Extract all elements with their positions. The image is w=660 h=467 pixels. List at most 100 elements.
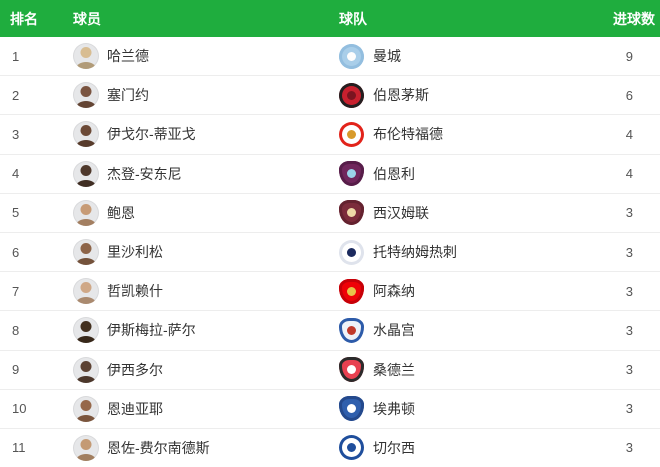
player-avatar-icon [73,395,99,422]
goals-value: 3 [625,205,633,221]
team-cell: 西汉姆联 [337,200,572,226]
team-cell: 埃弗顿 [337,396,572,422]
team-name: 伯恩茅斯 [373,87,429,104]
team-name: 西汉姆联 [373,204,429,221]
team-cell: 阿森纳 [337,278,572,304]
team-name: 布伦特福德 [373,126,443,143]
player-cell: 里沙利松 [62,239,337,266]
team-name: 桑德兰 [373,361,415,378]
player-name: 哲凯赖什 [107,283,163,300]
player-name: 伊戈尔-蒂亚戈 [107,126,196,143]
table-row: 2 塞门约 伯恩茅斯 6 [0,75,660,115]
player-cell: 伊西多尔 [62,356,337,383]
player-cell: 伊戈尔-蒂亚戈 [62,121,337,148]
rank-value: 2 [12,87,20,103]
player-avatar-icon [73,278,99,305]
team-badge-icon [339,317,364,343]
header-team: 球队 [339,10,367,27]
rank-value: 11 [12,440,26,456]
goals-value: 3 [625,244,633,260]
rank-value: 6 [12,244,20,260]
rank-value: 4 [12,166,20,182]
player-cell: 鲍恩 [62,199,337,226]
goals-value: 4 [625,126,633,142]
player-name: 恩佐-费尔南德斯 [107,439,210,456]
table-row: 7 哲凯赖什 阿森纳 3 [0,271,660,311]
player-avatar-icon [73,43,99,70]
goals-value: 3 [625,401,633,417]
team-name: 切尔西 [373,439,415,456]
team-badge-icon [339,435,364,461]
player-avatar-icon [73,356,99,383]
team-badge-icon [339,121,364,147]
player-name: 伊西多尔 [107,361,163,378]
player-avatar-icon [73,121,99,148]
player-avatar-icon [73,317,99,344]
goals-value: 4 [625,166,633,182]
player-cell: 哈兰德 [62,43,337,70]
rank-value: 1 [12,48,20,64]
table-row: 4 杰登-安东尼 伯恩利 4 [0,153,660,193]
team-badge-icon [339,161,364,187]
goals-value: 3 [625,440,633,456]
rank-value: 9 [12,362,20,378]
rank-value: 5 [12,205,20,221]
header-rank: 排名 [10,10,38,27]
player-cell: 塞门约 [62,82,337,109]
rank-value: 10 [12,401,27,417]
player-name: 鲍恩 [107,204,135,221]
player-cell: 伊斯梅拉-萨尔 [62,317,337,344]
team-cell: 切尔西 [337,435,572,461]
team-badge-icon [339,357,364,383]
goals-value: 9 [625,48,633,64]
header-goals: 进球数 [613,10,655,27]
player-cell: 恩迪亚耶 [62,395,337,422]
goals-value: 3 [625,322,633,338]
team-name: 阿森纳 [373,283,415,300]
player-cell: 杰登-安东尼 [62,160,337,187]
team-cell: 曼城 [337,43,572,69]
rank-value: 7 [12,283,20,299]
player-avatar-icon [73,82,99,109]
table-row: 10 恩迪亚耶 埃弗顿 3 [0,388,660,428]
player-cell: 哲凯赖什 [62,278,337,305]
player-avatar-icon [73,434,99,461]
goals-value: 3 [625,283,633,299]
table-row: 1 哈兰德 曼城 9 [0,37,660,76]
team-cell: 伯恩利 [337,161,572,187]
rank-value: 3 [12,126,20,142]
player-name: 塞门约 [107,87,149,104]
team-name: 水晶宫 [373,322,415,339]
table-row: 9 伊西多尔 桑德兰 3 [0,349,660,389]
table-row: 3 伊戈尔-蒂亚戈 布伦特福德 4 [0,114,660,154]
player-avatar-icon [73,199,99,226]
team-cell: 伯恩茅斯 [337,82,572,108]
table-header: 排名 球员 球队 进球数 [0,0,660,37]
goals-value: 6 [625,87,633,103]
team-name: 伯恩利 [373,165,415,182]
team-cell: 托特纳姆热刺 [337,239,572,265]
team-cell: 桑德兰 [337,357,572,383]
player-avatar-icon [73,239,99,266]
player-name: 里沙利松 [107,244,163,261]
player-name: 杰登-安东尼 [107,165,182,182]
table-row: 11 恩佐-费尔南德斯 切尔西 3 [0,427,660,467]
team-badge-icon [339,278,364,304]
team-cell: 水晶宫 [337,317,572,343]
team-badge-icon [339,43,364,69]
team-badge-icon [339,239,364,265]
team-badge-icon [339,200,364,226]
goals-value: 3 [625,362,633,378]
team-badge-icon [339,82,364,108]
team-cell: 布伦特福德 [337,121,572,147]
team-name: 曼城 [373,48,401,65]
player-name: 伊斯梅拉-萨尔 [107,322,196,339]
player-name: 哈兰德 [107,48,149,65]
rank-value: 8 [12,322,20,338]
team-badge-icon [339,396,364,422]
table-row: 5 鲍恩 西汉姆联 3 [0,192,660,232]
table-body: 1 哈兰德 曼城 9 2 塞门约 伯恩茅斯 6 3 [0,37,660,467]
team-name: 托特纳姆热刺 [373,244,457,261]
player-name: 恩迪亚耶 [107,400,163,417]
